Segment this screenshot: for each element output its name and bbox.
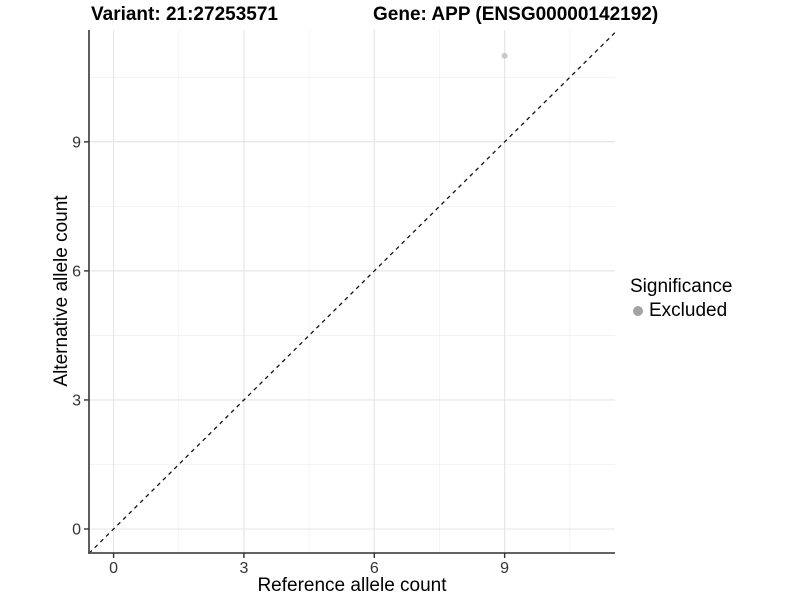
x-tick-label: 6 (370, 560, 379, 577)
y-tick-label: 3 (72, 392, 81, 409)
legend-title: Significance (630, 276, 733, 297)
y-tick-label: 6 (72, 263, 81, 280)
plot-title-variant: Variant: 21:27253571 (91, 4, 278, 25)
x-tick-label: 3 (239, 560, 248, 577)
y-tick-label: 0 (72, 521, 81, 538)
legend-item-label: Excluded (649, 300, 728, 321)
x-tick-label: 9 (500, 560, 509, 577)
x-tick-label: 0 (109, 560, 118, 577)
excluded-point-icon (633, 306, 643, 316)
legend: Significance Excluded (630, 276, 732, 322)
plot-title-gene: Gene: APP (ENSG00000142192) (373, 4, 659, 25)
x-axis-title: Reference allele count (257, 575, 447, 596)
y-tick-label: 9 (72, 134, 81, 151)
legend-item-excluded: Excluded (630, 300, 732, 322)
data-point (501, 52, 508, 59)
identity-line (89, 31, 615, 553)
